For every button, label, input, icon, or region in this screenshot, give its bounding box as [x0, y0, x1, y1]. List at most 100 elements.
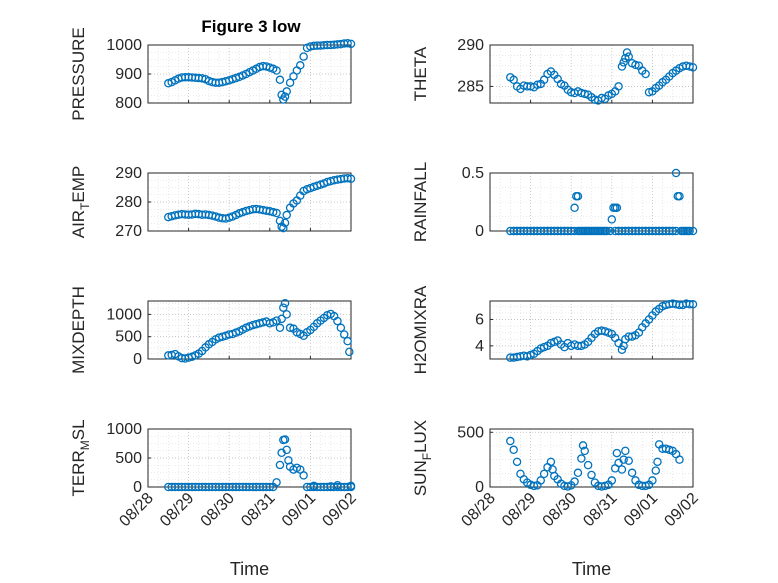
data-point [280, 92, 290, 101]
data-point [346, 174, 356, 184]
subplot-h2omixra: 4 6 H2OMIXRA [411, 285, 698, 374]
y-tick-label: 500 [115, 329, 142, 346]
x-tick-label: 09/01 [279, 490, 319, 530]
figure-title: Figure 3 low [201, 17, 301, 36]
axes-border [489, 428, 694, 488]
data-point [600, 226, 610, 236]
data-point [597, 226, 606, 236]
data-point [671, 168, 681, 178]
y-tick-label: 500 [115, 450, 142, 467]
data-point [275, 75, 285, 85]
data-point [279, 303, 288, 312]
data-point [343, 482, 352, 492]
x-tick-label: 09/02 [661, 490, 701, 530]
data-point [644, 87, 654, 97]
data-point [624, 52, 633, 61]
data-point [343, 39, 352, 48]
data-point [529, 481, 539, 491]
y-tick-label: 290 [115, 165, 142, 182]
data-point [688, 226, 698, 236]
data-point [272, 208, 281, 218]
data-point [280, 298, 290, 308]
data-point [685, 226, 694, 236]
y-tick-label: 1000 [106, 421, 142, 438]
data-point [573, 468, 583, 478]
data-point [570, 203, 579, 213]
x-tick-label: 08/31 [238, 490, 278, 530]
subplot-grid: 800 900 1000 PRESSURE 285 290 THETA 270 280 290 AI… [69, 27, 702, 579]
data-point [570, 477, 579, 486]
data-point [648, 476, 657, 485]
data-point [675, 191, 684, 201]
y-axis-label: PRESSURE [69, 27, 88, 121]
x-tick-label: 09/01 [621, 490, 661, 530]
data-point [627, 468, 637, 478]
y-tick-label: 285 [457, 78, 484, 95]
y-tick-label: 500 [457, 424, 484, 441]
data-point [280, 435, 290, 444]
x-tick-label: 08/29 [157, 490, 197, 530]
data-point [580, 446, 589, 456]
data-point [668, 226, 677, 236]
data-point [587, 470, 596, 480]
subplot-mixdepth: 0 500 1000 MIXDEPTH [69, 286, 354, 374]
data-point [619, 58, 628, 67]
y-axis-label: RAINFALL [411, 162, 430, 242]
y-tick-label: 4 [475, 338, 484, 355]
data-point [617, 465, 627, 474]
data-point [268, 482, 278, 492]
data-point [343, 173, 352, 183]
data-point [282, 445, 291, 455]
axes-border [489, 300, 694, 360]
data-point [651, 466, 661, 475]
data-point [607, 476, 617, 485]
data-point [578, 441, 588, 450]
y-tick-label: 0 [475, 479, 484, 496]
data-point [614, 82, 623, 91]
x-axis-label: Time [230, 559, 269, 579]
data-point [605, 226, 615, 236]
data-point [272, 66, 281, 75]
y-tick-label: 0 [133, 351, 142, 368]
data-point [333, 316, 342, 326]
subplot-air_temp: 270 280 290 AIRTEMP [69, 165, 356, 240]
data-point [509, 445, 518, 455]
y-tick-label: 1000 [106, 37, 142, 54]
y-axis-label: THETA [411, 46, 430, 101]
y-tick-label: 6 [475, 311, 484, 328]
data-point [624, 456, 633, 465]
data-point [339, 330, 349, 339]
data-point [573, 191, 583, 201]
data-point [285, 78, 295, 87]
data-point [631, 60, 640, 70]
data-point [653, 457, 662, 467]
data-point [512, 457, 522, 467]
data-point [685, 62, 694, 71]
data-point [295, 61, 305, 70]
data-point [285, 323, 295, 333]
data-point [612, 448, 622, 458]
data-point [583, 460, 593, 470]
x-tick-label: 08/30 [198, 490, 238, 530]
data-point [688, 300, 698, 309]
y-axis-label: AIRTEMP [69, 166, 92, 239]
y-tick-label: 800 [115, 95, 142, 112]
data-point [622, 48, 632, 57]
data-point [607, 215, 617, 224]
y-tick-label: 270 [115, 223, 142, 240]
data-point [688, 63, 698, 72]
y-tick-label: 0 [475, 223, 484, 240]
y-axis-label: H2OMIXRA [411, 285, 430, 374]
axes-border [147, 300, 352, 360]
data-point [577, 454, 586, 463]
data-point [268, 207, 278, 217]
y-axis-label: SUNFLUX [411, 420, 434, 496]
y-axis-label: TERRMSL [69, 419, 92, 496]
y-tick-label: 0.5 [462, 165, 484, 182]
data-point [282, 310, 291, 319]
x-tick-label: 08/29 [499, 490, 539, 530]
y-tick-label: 280 [115, 194, 142, 211]
